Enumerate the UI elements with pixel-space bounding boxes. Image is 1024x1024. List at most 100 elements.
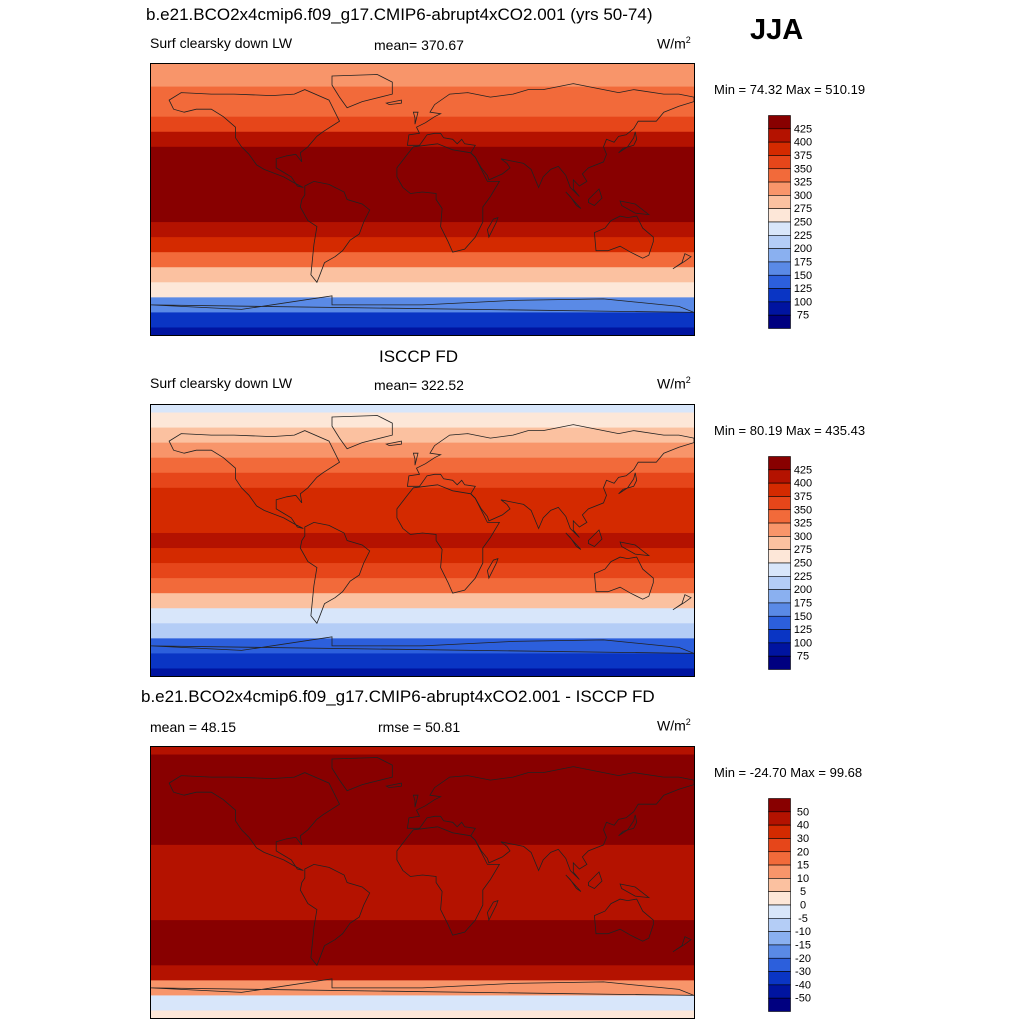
colorbar-label: -10 — [795, 926, 811, 938]
colorbar-swatch — [768, 931, 791, 946]
coastline — [331, 757, 393, 792]
colorbar-label: 200 — [794, 243, 812, 255]
colorbar-label: 30 — [797, 833, 809, 845]
panel3-colorbar: 50 40 30 20 15 10 5 0 -5 -10 -15 -20 -30 -40 -50 — [768, 798, 828, 1012]
colorbar-swatch — [768, 208, 791, 223]
coastline — [565, 191, 582, 209]
colorbar-label: -40 — [795, 979, 811, 991]
coastline — [619, 883, 651, 899]
colorbar-label: 275 — [794, 203, 812, 215]
colorbar-swatch — [768, 918, 791, 932]
colorbar-label: 300 — [794, 531, 812, 543]
lat-band — [151, 844, 694, 861]
colorbar-label: 375 — [794, 150, 812, 162]
lat-band — [151, 502, 694, 519]
coastline — [385, 782, 402, 789]
zonal-bands — [151, 405, 694, 676]
coastline — [565, 874, 582, 892]
colorbar-label: 10 — [797, 873, 809, 885]
colorbar-swatch — [768, 589, 791, 604]
colorbar-label: 250 — [794, 558, 812, 570]
zonal-bands — [151, 747, 694, 1018]
colorbar-swatch — [768, 155, 791, 170]
panel3-title: b.e21.BCO2x4cmip6.f09_g17.CMIP6-abrupt4x… — [141, 687, 655, 706]
lat-band — [151, 131, 694, 148]
lat-band — [151, 859, 694, 876]
colorbar-label: 175 — [794, 597, 812, 609]
colorbar-label: 50 — [797, 806, 809, 818]
lat-band — [151, 578, 694, 594]
colorbar-swatch — [768, 891, 791, 906]
panel1-units: W/m2 — [657, 35, 691, 52]
coastline — [396, 484, 501, 594]
panel3-mean: mean = 48.15 — [150, 719, 237, 735]
colorbar-label: 325 — [794, 518, 812, 530]
colorbar-swatch — [768, 509, 791, 524]
lat-band — [151, 935, 694, 951]
panel3-units: W/m2 — [657, 717, 691, 734]
colorbar-swatch — [768, 629, 791, 644]
lat-band — [151, 829, 694, 846]
colorbar-label: 225 — [794, 230, 812, 242]
coastline — [412, 452, 419, 466]
panel1-variable: Surf clearsky down LW — [150, 35, 293, 51]
colorbar-swatch — [768, 944, 791, 959]
coastline — [385, 440, 402, 447]
coastline — [672, 936, 692, 953]
lat-band — [151, 412, 694, 429]
coastline — [168, 89, 341, 188]
coastline — [406, 424, 694, 538]
lat-band — [151, 252, 694, 268]
coastline — [396, 143, 501, 253]
coastline — [151, 978, 694, 996]
colorbar-swatch — [768, 997, 791, 1012]
lat-band — [151, 965, 694, 981]
colorbar-label: 375 — [794, 491, 812, 503]
colorbar-swatch — [768, 482, 791, 497]
coastlines — [151, 74, 694, 313]
colorbar-swatch — [768, 851, 791, 866]
colorbar-label: 75 — [797, 651, 809, 663]
panel1-mean: mean= 370.67 — [374, 37, 464, 53]
colorbar-label: 175 — [794, 256, 812, 268]
lat-band — [151, 442, 694, 459]
colorbar-label: -15 — [795, 939, 811, 951]
lat-band — [151, 86, 694, 103]
colorbar-swatch — [768, 456, 791, 471]
lat-band — [151, 890, 694, 906]
lat-band — [151, 405, 694, 414]
lat-band — [151, 517, 694, 534]
panel1-title: b.e21.BCO2x4cmip6.f09_g17.CMIP6-abrupt4x… — [146, 5, 653, 24]
lat-band — [151, 747, 694, 756]
panel1-minmax: Min = 74.32 Max = 510.19 — [714, 82, 866, 97]
colorbar-swatch — [768, 168, 791, 183]
coastline — [412, 111, 419, 125]
lat-band — [151, 312, 694, 329]
panel1-map-plot — [151, 64, 694, 335]
lat-band — [151, 623, 694, 639]
colorbar-swatch — [768, 314, 791, 329]
panel3-rmse: rmse = 50.81 — [378, 719, 461, 735]
coastline — [331, 415, 393, 450]
panel2-minmax: Min = 80.19 Max = 435.43 — [714, 423, 866, 438]
lat-band — [151, 754, 694, 771]
colorbar-swatch — [768, 655, 791, 670]
colorbar-swatch — [768, 128, 791, 143]
lat-band — [151, 608, 694, 624]
colorbar-swatch — [768, 864, 791, 879]
panel1-colorbar: 425 400 375 350 325 300 275 250 225 200 175 150 125 1… — [768, 115, 828, 329]
colorbar-swatch — [768, 221, 791, 236]
panel3-minmax: Min = -24.70 Max = 99.68 — [714, 765, 863, 780]
panel2-mean: mean= 322.52 — [374, 377, 464, 393]
colorbar-label: -50 — [795, 993, 811, 1005]
lat-band — [151, 222, 694, 238]
coastline — [486, 557, 499, 580]
coastlines — [151, 415, 694, 654]
coastline — [406, 766, 694, 880]
colorbar-label: 200 — [794, 584, 812, 596]
coastline — [619, 541, 651, 557]
colorbar-label: 350 — [794, 163, 812, 175]
panel1-map — [150, 63, 695, 336]
panel2-title: ISCCP FD — [379, 347, 459, 366]
colorbar-swatch — [768, 549, 791, 564]
